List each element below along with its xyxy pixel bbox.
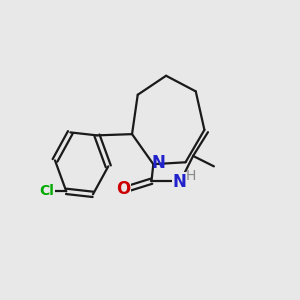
Text: N: N: [172, 173, 186, 191]
Text: Cl: Cl: [40, 184, 54, 198]
Text: H: H: [185, 169, 196, 183]
Text: N: N: [152, 154, 166, 172]
Text: O: O: [116, 180, 130, 198]
